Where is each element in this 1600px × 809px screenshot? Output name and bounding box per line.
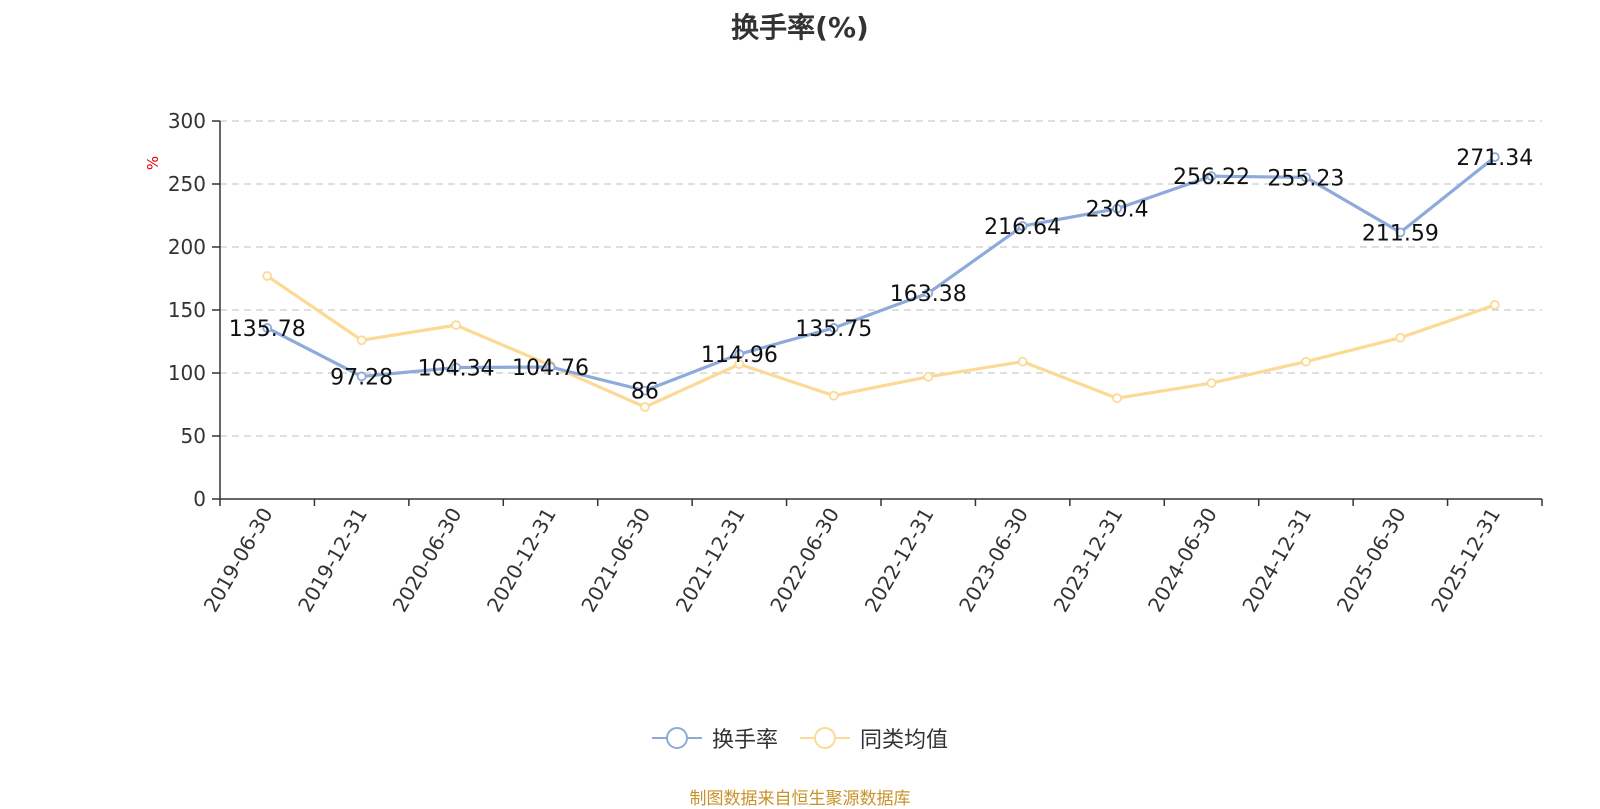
y-tick-label: 250	[168, 172, 206, 196]
data-label-turnover: 211.59	[1362, 221, 1439, 246]
data-label-turnover: 104.76	[512, 356, 589, 381]
data-label-turnover: 135.78	[229, 317, 306, 342]
legend-item-turnover[interactable]: 换手率	[651, 722, 778, 754]
data-point-turnover	[1489, 152, 1500, 163]
data-label-turnover: 271.34	[1456, 146, 1533, 171]
grid-lines	[220, 120, 1542, 437]
series-line-turnover	[266, 155, 1496, 393]
x-tick-label: 2021-12-31	[671, 504, 750, 617]
data-point-turnover	[545, 362, 556, 372]
x-tick-label: 2025-12-31	[1426, 504, 1505, 617]
data-point-turnover	[451, 362, 461, 373]
data-point-peer-average	[1395, 332, 1406, 343]
x-tick-label: 2023-12-31	[1048, 504, 1127, 617]
data-point-turnover	[1017, 221, 1028, 231]
y-tick-label: 0	[193, 487, 206, 511]
y-tick-label: 100	[168, 361, 206, 385]
data-label-turnover: 86	[631, 380, 659, 405]
data-point-peer-average	[828, 390, 839, 401]
x-tick-label: 2021-06-30	[576, 504, 655, 617]
data-point-turnover	[1395, 227, 1406, 238]
data-label-turnover: 230.4	[1086, 198, 1149, 223]
y-tick-label: 300	[168, 109, 206, 133]
data-label-turnover: 104.34	[418, 357, 495, 382]
x-tick-label: 2020-12-31	[482, 504, 561, 617]
data-point-peer-average	[1301, 356, 1311, 367]
data-point-peer-average	[262, 271, 273, 281]
x-tick-label: 2019-12-31	[293, 504, 372, 617]
data-label-turnover: 163.38	[890, 282, 967, 307]
data-point-turnover	[262, 323, 273, 333]
series	[262, 152, 1500, 412]
legend-peer-average-line-circle-icon	[800, 727, 850, 749]
data-labels: 135.78 97.28 104.34 104.76 86 114.96 135.75 163…	[229, 146, 1534, 405]
legend-item-peer-average[interactable]: 同类均值	[800, 722, 948, 754]
y-tick-label: 50	[181, 424, 206, 448]
data-label-turnover: 114.96	[701, 343, 778, 368]
data-label-turnover: 97.28	[330, 365, 393, 390]
data-point-peer-average	[1206, 378, 1217, 388]
y-axis-unit-label: %	[144, 156, 162, 170]
data-point-peer-average	[734, 359, 745, 370]
x-tick-label: 2022-06-30	[765, 504, 844, 617]
data-label-turnover: 135.75	[795, 317, 872, 342]
data-label-turnover: 256.22	[1173, 165, 1250, 190]
data-point-peer-average	[640, 402, 650, 412]
chart-title: 换手率(%)	[731, 11, 869, 44]
x-tick-label: 2022-12-31	[860, 504, 939, 617]
chart-legend: 换手率 同类均值	[0, 722, 1600, 754]
x-tick-label: 2019-06-30	[199, 504, 278, 617]
data-point-peer-average	[356, 335, 367, 346]
y-tick-label: 200	[168, 235, 206, 259]
data-point-turnover	[923, 288, 934, 299]
data-point-turnover	[734, 349, 745, 360]
data-point-peer-average	[1112, 393, 1122, 404]
data-point-turnover	[1301, 172, 1311, 183]
x-tick-label: 2025-06-30	[1332, 504, 1411, 617]
x-tick-label: 2024-12-31	[1237, 504, 1316, 617]
source-note: 制图数据来自恒生聚源数据库	[689, 789, 911, 809]
data-point-turnover	[1206, 171, 1217, 182]
data-point-turnover	[1112, 203, 1122, 214]
data-point-peer-average	[923, 371, 934, 382]
data-label-turnover: 216.64	[984, 215, 1061, 240]
data-point-turnover	[640, 385, 650, 396]
data-point-peer-average	[451, 320, 461, 331]
series-line-peer-average	[266, 274, 1496, 409]
legend-label-peer-average: 同类均值	[860, 728, 949, 753]
x-tick-label: 2023-06-30	[954, 504, 1033, 617]
legend-turnover-line-circle-icon	[651, 727, 702, 749]
data-label-turnover: 255.23	[1267, 166, 1344, 191]
y-tick-label: 150	[168, 298, 206, 322]
data-point-turnover	[356, 371, 367, 382]
data-point-peer-average	[1489, 300, 1500, 310]
legend-label-turnover: 换手率	[711, 728, 778, 753]
x-tick-label: 2024-06-30	[1143, 504, 1222, 617]
x-tick-label: 2020-06-30	[387, 503, 466, 616]
data-point-turnover	[828, 323, 839, 333]
data-point-peer-average	[1017, 356, 1028, 367]
